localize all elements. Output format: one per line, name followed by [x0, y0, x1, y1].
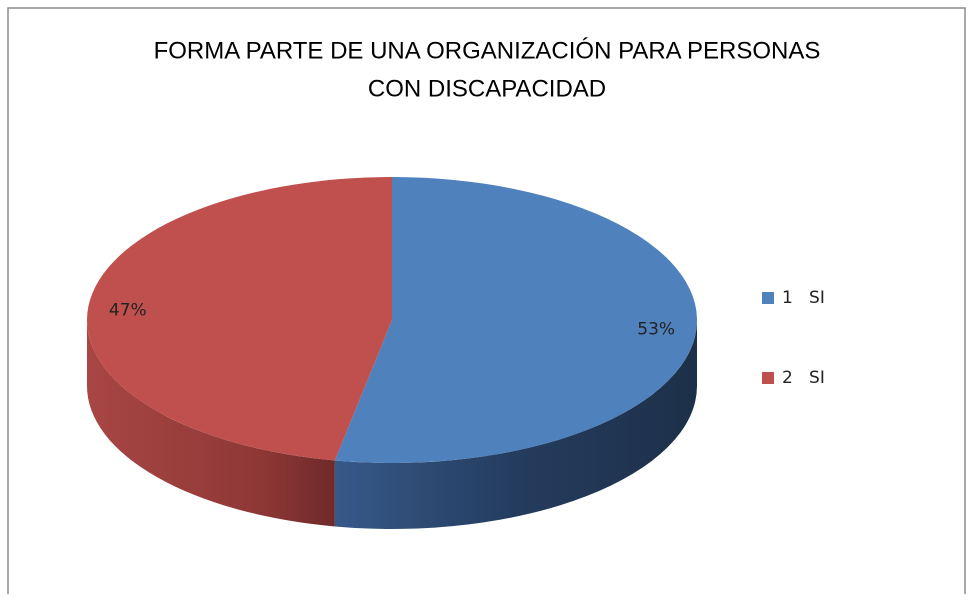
legend-label: 2 SI [782, 368, 825, 388]
pie-side [334, 320, 697, 529]
chart-title: FORMA PARTE DE UNA ORGANIZACIÓN PARA PER… [154, 37, 821, 64]
pie-slice [87, 177, 393, 461]
data-label: 47% [109, 300, 147, 320]
pie-slice [334, 177, 698, 463]
legend-swatch [762, 372, 774, 384]
data-label: 53% [637, 320, 675, 340]
chart-title: CON DISCAPACIDAD [368, 75, 606, 102]
legend-label: 1 SI [782, 288, 825, 308]
legend-swatch [762, 292, 774, 304]
pie-side [87, 320, 335, 527]
